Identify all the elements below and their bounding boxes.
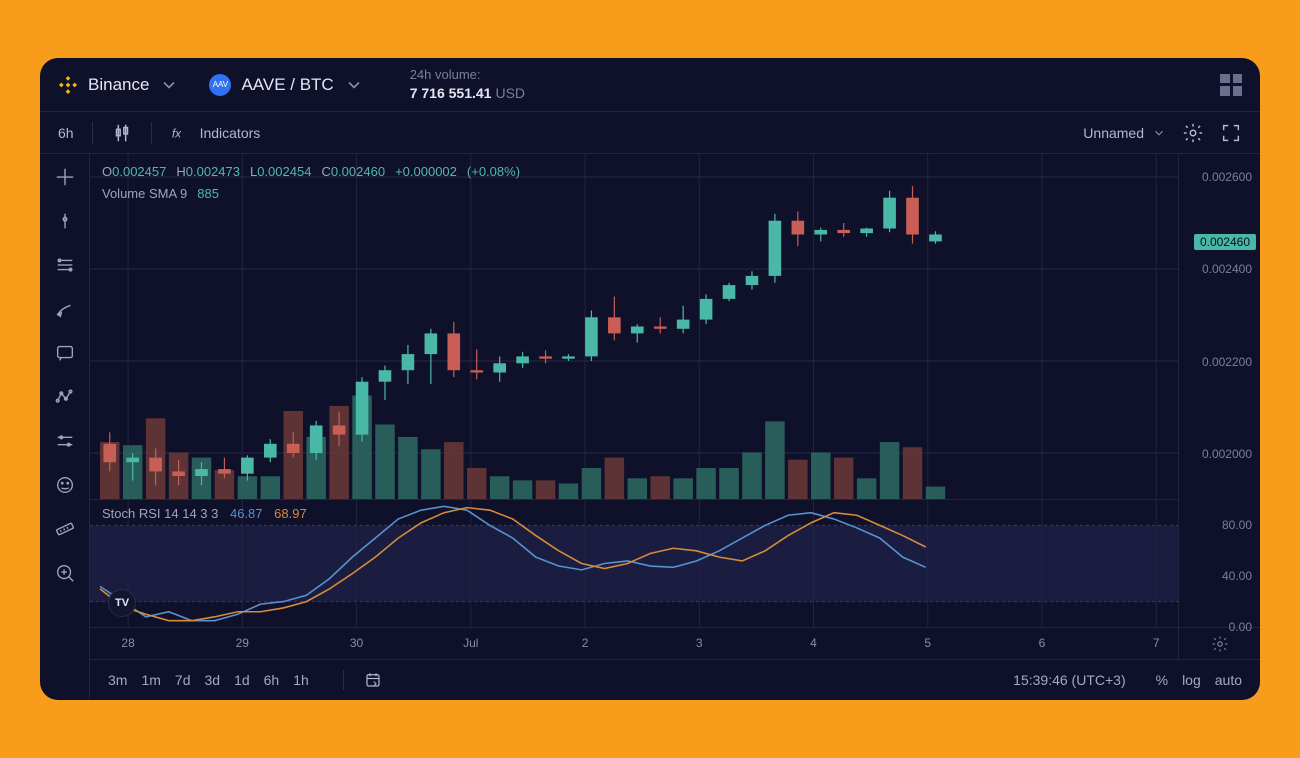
brush-icon[interactable]: [54, 298, 76, 320]
ohlc-readout: O0.002457 H0.002473 L0.002454 C0.002460 …: [102, 164, 520, 179]
period-7d[interactable]: 7d: [175, 672, 191, 688]
y-tick: 0.002000: [1202, 447, 1252, 461]
chevron-down-icon: [344, 75, 364, 95]
crosshair-icon[interactable]: [54, 166, 76, 188]
trend-line-icon[interactable]: [54, 210, 76, 232]
x-tick: 2: [582, 636, 589, 650]
main-area: O0.002457 H0.002473 L0.002454 C0.002460 …: [40, 154, 1260, 700]
pair-name: AAVE / BTC: [241, 75, 333, 95]
price-pane: O0.002457 H0.002473 L0.002454 C0.002460 …: [90, 154, 1260, 500]
price-svg: [90, 154, 1178, 499]
x-tick: 7: [1153, 636, 1160, 650]
candle-style-button[interactable]: [111, 122, 133, 144]
price-chart[interactable]: O0.002457 H0.002473 L0.002454 C0.002460 …: [90, 154, 1178, 500]
exchange-name: Binance: [88, 75, 149, 95]
template-selector[interactable]: Unnamed: [1083, 125, 1166, 141]
x-tick: 28: [121, 636, 134, 650]
period-1d[interactable]: 1d: [234, 672, 250, 688]
exchange-selector[interactable]: Binance: [58, 75, 179, 95]
x-tick: 30: [350, 636, 363, 650]
x-tick: 3: [696, 636, 703, 650]
pair-badge-icon: AAV: [209, 74, 231, 96]
rsi-y-tick: 40.00: [1222, 569, 1252, 583]
chart-toolbar: 6h fx Indicators Unnamed: [40, 112, 1260, 154]
stoch-rsi-pane: Stoch RSI 14 14 3 3 46.87 68.97 TV 80.00…: [90, 500, 1260, 628]
scale-%[interactable]: %: [1156, 672, 1168, 688]
topbar: Binance AAV AAVE / BTC 24h volume: 7 716…: [40, 58, 1260, 112]
pattern-icon[interactable]: [54, 386, 76, 408]
period-3d[interactable]: 3d: [204, 672, 220, 688]
goto-date-icon[interactable]: [364, 671, 382, 689]
chevron-down-icon: [1152, 126, 1166, 140]
drawing-tools-sidebar: [40, 154, 90, 700]
text-icon[interactable]: [54, 342, 76, 364]
stoch-rsi-chart[interactable]: Stoch RSI 14 14 3 3 46.87 68.97 TV: [90, 500, 1178, 627]
x-tick: 5: [924, 636, 931, 650]
chevron-down-icon: [159, 75, 179, 95]
pair-selector[interactable]: AAV AAVE / BTC: [209, 74, 363, 96]
candle-icon: [111, 122, 133, 144]
y-tick: 0.002600: [1202, 170, 1252, 184]
fullscreen-icon[interactable]: [1220, 122, 1242, 144]
chart-area: O0.002457 H0.002473 L0.002454 C0.002460 …: [90, 154, 1260, 700]
svg-text:fx: fx: [171, 126, 181, 140]
y-tick: 0.002400: [1202, 262, 1252, 276]
stoch-rsi-readout: Stoch RSI 14 14 3 3 46.87 68.97: [102, 506, 307, 521]
rsi-y-axis[interactable]: 80.0040.000.00: [1178, 500, 1260, 627]
axis-gear-icon[interactable]: [1211, 635, 1229, 653]
y-tick: 0.002200: [1202, 355, 1252, 369]
gear-icon[interactable]: [1182, 122, 1204, 144]
tradingview-logo-icon[interactable]: TV: [108, 589, 136, 617]
x-tick: 4: [810, 636, 817, 650]
clock: 15:39:46 (UTC+3): [1013, 672, 1125, 688]
time-axis[interactable]: 28 29 30 Jul 2 3 4 5 6 7: [90, 628, 1260, 660]
timeframe-button[interactable]: 6h: [58, 125, 74, 141]
volume-value: 7 716 551.41USD: [410, 84, 525, 103]
x-tick: Jul: [463, 636, 478, 650]
bottom-bar: 3m 1m 7d 3d 1d 6h 1h 15:39:46 (UTC+3) % logauto: [90, 660, 1260, 700]
x-tick: 29: [236, 636, 249, 650]
volume-label: 24h volume:: [410, 66, 525, 84]
volume-block: 24h volume: 7 716 551.41USD: [410, 66, 525, 102]
price-y-axis[interactable]: 0.002600 0.002460 0.002400 0.002200 0.002000: [1178, 154, 1260, 500]
layout-grid-icon[interactable]: [1220, 74, 1242, 96]
period-1m[interactable]: 1m: [141, 672, 160, 688]
scale-auto[interactable]: auto: [1215, 672, 1242, 688]
x-tick: 6: [1039, 636, 1046, 650]
y-tick: 0.002460: [1194, 234, 1256, 250]
period-6h[interactable]: 6h: [264, 672, 280, 688]
ruler-icon[interactable]: [54, 518, 76, 540]
forecast-icon[interactable]: [54, 430, 76, 452]
binance-logo-icon: [58, 75, 78, 95]
indicators-button[interactable]: fx Indicators: [170, 122, 261, 144]
emoji-icon[interactable]: [54, 474, 76, 496]
rsi-y-tick: 80.00: [1222, 518, 1252, 532]
trading-chart-app: Binance AAV AAVE / BTC 24h volume: 7 716…: [40, 58, 1260, 700]
fx-icon: fx: [170, 122, 192, 144]
scale-log[interactable]: log: [1182, 672, 1201, 688]
zoom-icon[interactable]: [54, 562, 76, 584]
fib-icon[interactable]: [54, 254, 76, 276]
volume-sma-readout: Volume SMA 9885: [102, 186, 219, 201]
period-3m[interactable]: 3m: [108, 672, 127, 688]
period-1h[interactable]: 1h: [293, 672, 309, 688]
